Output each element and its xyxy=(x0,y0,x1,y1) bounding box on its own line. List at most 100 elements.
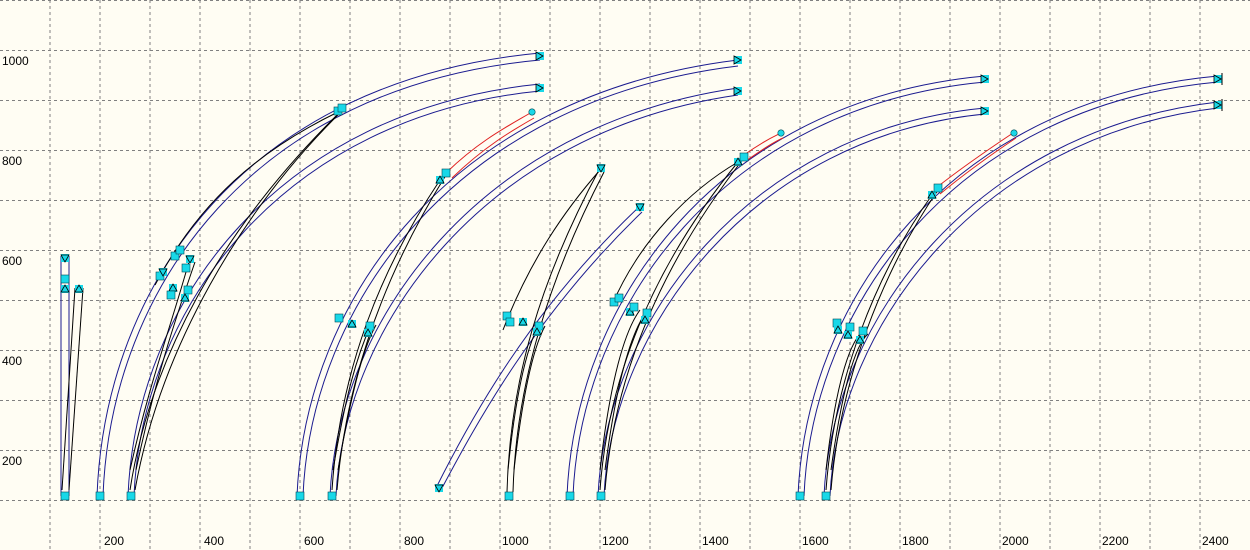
turnout-rail[interactable] xyxy=(599,309,641,471)
endpoint-marker-icon[interactable] xyxy=(183,285,193,295)
track-layer[interactable] xyxy=(60,52,1219,497)
curve-track-outer[interactable] xyxy=(797,75,1219,497)
selected-track[interactable] xyxy=(451,117,535,179)
curve-track-outer[interactable] xyxy=(102,59,541,497)
turnout-marker-icon[interactable] xyxy=(435,484,443,492)
turnout-marker-icon[interactable] xyxy=(364,329,372,337)
connector-dot-icon[interactable] xyxy=(1010,129,1018,137)
endpoint-marker-icon[interactable] xyxy=(365,321,375,331)
turnout-marker-icon[interactable] xyxy=(981,75,989,83)
turnout-rail[interactable] xyxy=(68,287,84,491)
turnout-rail[interactable] xyxy=(134,107,346,491)
curve-track-outer[interactable] xyxy=(302,65,739,497)
endpoint-marker-icon[interactable] xyxy=(629,302,639,312)
endpoint-marker-icon[interactable] xyxy=(565,491,575,501)
endpoint-marker-icon[interactable] xyxy=(295,491,305,501)
endpoint-marker-icon[interactable] xyxy=(795,491,805,501)
endpoint-marker-icon[interactable] xyxy=(95,491,105,501)
turnout-marker-icon[interactable] xyxy=(181,294,189,302)
curve-track[interactable] xyxy=(435,205,641,489)
turnout-marker-icon[interactable] xyxy=(636,203,644,211)
turnout-marker-icon[interactable] xyxy=(169,284,177,292)
turnout-marker-icon[interactable] xyxy=(536,84,544,92)
turnout-rail[interactable] xyxy=(337,324,377,471)
turnout-marker-icon[interactable] xyxy=(533,328,541,336)
endpoint-marker-icon[interactable] xyxy=(441,168,451,178)
endpoint-marker-icon[interactable] xyxy=(614,293,624,303)
endpoint-marker-icon[interactable] xyxy=(832,318,842,328)
turnout-marker-icon[interactable] xyxy=(536,52,544,60)
turnout-rail[interactable] xyxy=(604,311,647,471)
selected-track[interactable] xyxy=(446,111,533,173)
turnout-marker-icon[interactable] xyxy=(626,308,634,316)
turnout-rail[interactable] xyxy=(502,169,601,331)
endpoint-marker-icon[interactable] xyxy=(337,103,347,113)
turnout-rail[interactable] xyxy=(154,111,339,286)
turnout-rail[interactable] xyxy=(129,257,191,471)
endpoint-marker-icon[interactable] xyxy=(821,491,831,501)
turnout-rail[interactable] xyxy=(611,161,739,306)
curve-track-outer[interactable] xyxy=(572,81,986,497)
curve-track-inner[interactable] xyxy=(829,107,1219,497)
endpoint-marker-icon[interactable] xyxy=(327,491,337,501)
connector-dot-icon[interactable] xyxy=(528,108,536,116)
curve-track-inner[interactable] xyxy=(823,101,1219,497)
curve-track-outer[interactable] xyxy=(803,81,1219,497)
endpoint-marker-icon[interactable] xyxy=(181,263,191,273)
endpoint-marker-icon[interactable] xyxy=(60,491,70,501)
curve-track-outer[interactable] xyxy=(566,75,986,497)
turnout-rail[interactable] xyxy=(135,261,196,471)
turnout-marker-icon[interactable] xyxy=(928,191,936,199)
turnout-rail[interactable] xyxy=(506,167,601,493)
endpoint-marker-icon[interactable] xyxy=(739,152,749,162)
endpoint-marker-icon[interactable] xyxy=(170,251,180,261)
endpoint-marker-icon[interactable] xyxy=(60,274,70,284)
turnout-marker-icon[interactable] xyxy=(597,164,605,172)
turnout-marker-icon[interactable] xyxy=(75,285,83,293)
turnout-rail[interactable] xyxy=(599,161,739,491)
turnout-marker-icon[interactable] xyxy=(159,268,167,276)
turnout-marker-icon[interactable] xyxy=(61,285,69,293)
turnout-marker-icon[interactable] xyxy=(436,176,444,184)
curve-track[interactable] xyxy=(441,211,643,489)
selected-track[interactable] xyxy=(935,132,1014,189)
turnout-marker-icon[interactable] xyxy=(856,336,864,344)
curve-track-inner[interactable] xyxy=(603,113,986,497)
endpoint-marker-icon[interactable] xyxy=(504,491,514,501)
turnout-marker-icon[interactable] xyxy=(844,331,852,339)
turnout-rail[interactable] xyxy=(512,171,605,493)
endpoint-marker-icon[interactable] xyxy=(858,326,868,336)
turnout-rail[interactable] xyxy=(61,287,76,491)
turnout-marker-icon[interactable] xyxy=(1214,75,1222,83)
curve-track-outer[interactable] xyxy=(96,52,541,497)
turnout-marker-icon[interactable] xyxy=(1214,101,1222,109)
curve-track-inner[interactable] xyxy=(127,83,541,497)
endpoint-marker-icon[interactable] xyxy=(642,308,652,318)
turnout-rail[interactable] xyxy=(825,194,933,491)
turnout-marker-icon[interactable] xyxy=(61,254,69,262)
turnout-marker-icon[interactable] xyxy=(519,318,527,326)
endpoint-marker-icon[interactable] xyxy=(505,317,515,327)
turnout-marker-icon[interactable] xyxy=(641,316,649,324)
turnout-marker-icon[interactable] xyxy=(981,107,989,115)
endpoint-marker-icon[interactable] xyxy=(126,491,136,501)
endpoint-marker-icon[interactable] xyxy=(334,313,344,323)
curve-track-inner[interactable] xyxy=(597,107,986,497)
turnout-rail[interactable] xyxy=(830,189,939,491)
connector-dot-icon[interactable] xyxy=(777,129,785,137)
curve-track-outer[interactable] xyxy=(296,59,739,497)
curve-track-inner[interactable] xyxy=(133,90,541,497)
turnout-rail[interactable] xyxy=(129,111,341,491)
turnout-marker-icon[interactable] xyxy=(348,320,356,328)
endpoint-marker-icon[interactable] xyxy=(596,491,606,501)
turnout-marker-icon[interactable] xyxy=(186,255,194,263)
turnout-marker-icon[interactable] xyxy=(734,56,742,64)
endpoint-marker-icon[interactable] xyxy=(845,322,855,332)
turnout-marker-icon[interactable] xyxy=(734,158,742,166)
turnout-marker-icon[interactable] xyxy=(734,87,742,95)
turnout-rail[interactable] xyxy=(331,179,441,491)
curve-track-inner[interactable] xyxy=(335,94,739,497)
turnout-rail[interactable] xyxy=(604,157,745,491)
